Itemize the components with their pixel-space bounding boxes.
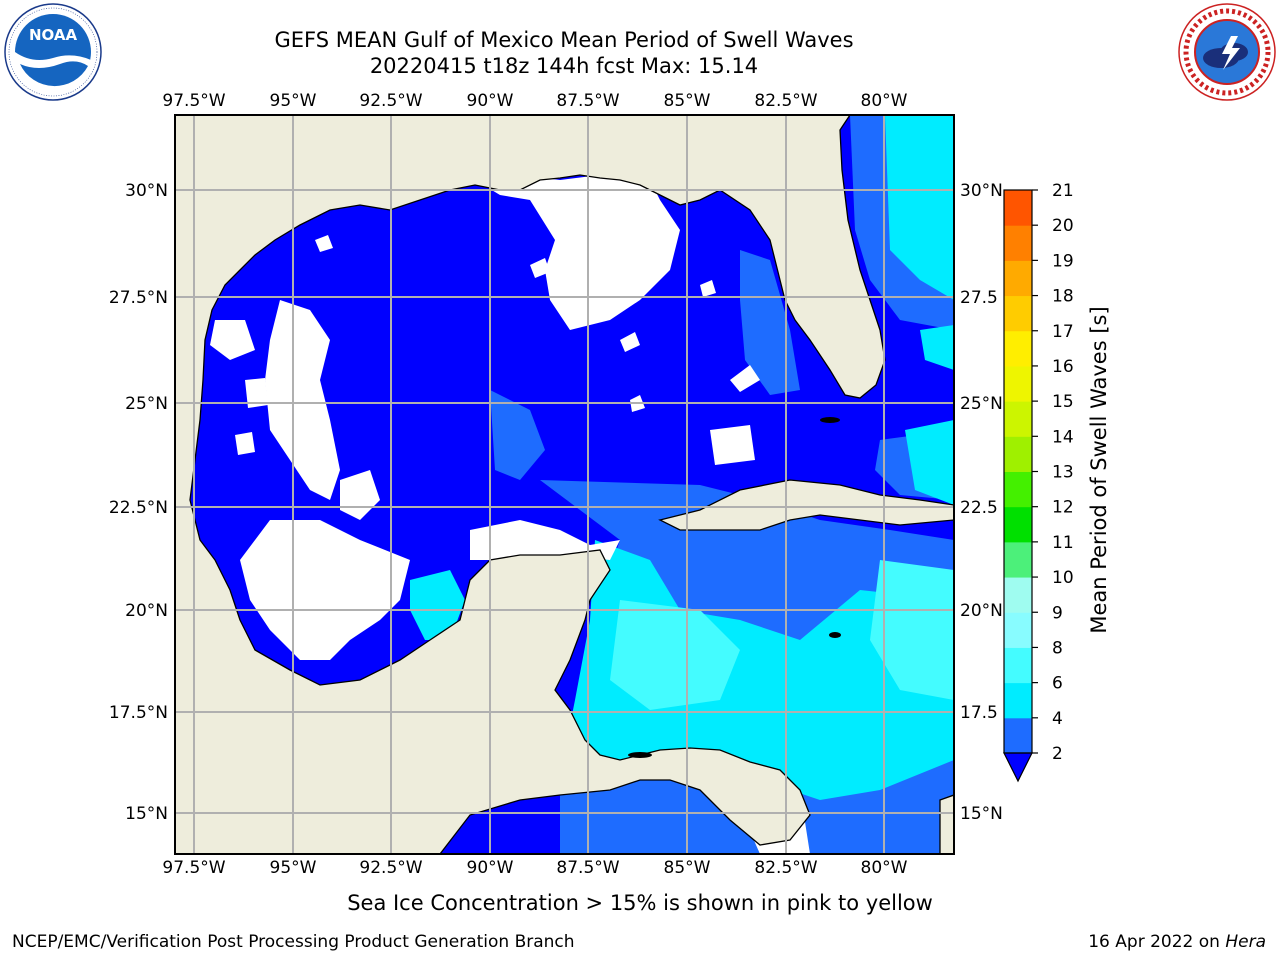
colorbar-tick-label: 8 [1052, 638, 1063, 658]
colorbar-tick-label: 10 [1052, 568, 1074, 588]
colorbar-segment [1004, 401, 1032, 437]
map-area [175, 115, 954, 854]
lat-tick-right: 25°N [960, 394, 1003, 414]
lon-tick-top: 85°W [664, 91, 711, 111]
colorbar-tick-label: 16 [1052, 357, 1074, 377]
colorbar-tick-label: 2 [1052, 744, 1063, 764]
colorbar-tick-label: 21 [1052, 181, 1074, 201]
lon-ticks-top: 97.5°W 95°W 92.5°W 90°W 87.5°W 85°W 82.5… [162, 91, 907, 111]
map-frame [174, 114, 955, 855]
footer-credit: NCEP/EMC/Verification Post Processing Pr… [12, 932, 575, 952]
lat-tick-right: 15°N [960, 804, 1003, 824]
colorbar-segment [1004, 295, 1032, 332]
colorbar-tick-label: 20 [1052, 216, 1074, 236]
colorbar-segment [1004, 647, 1032, 684]
no-data-patches [210, 175, 810, 854]
chart-title: GEFS MEAN Gulf of Mexico Mean Period of … [274, 28, 854, 52]
lon-tick-bottom: 82.5°W [754, 858, 817, 878]
lon-tick-bottom: 97.5°W [162, 858, 225, 878]
colorbar-tick-label: 4 [1052, 709, 1063, 729]
lat-tick-left: 25°N [125, 394, 168, 414]
noaa-logo-text: NOAA [29, 26, 78, 44]
lon-tick-bottom: 92.5°W [359, 858, 422, 878]
colorbar-tick-label: 15 [1052, 392, 1074, 412]
chart-subtitle: 20220415 t18z 144h fcst Max: 15.14 [369, 54, 759, 78]
lon-ticks-bottom: 97.5°W 95°W 92.5°W 90°W 87.5°W 85°W 82.5… [162, 858, 907, 878]
colorbar-segment [1004, 506, 1032, 543]
islands [628, 417, 841, 758]
lat-tick-left: 27.5°N [109, 288, 168, 308]
lon-tick-bottom: 90°W [467, 858, 514, 878]
colorbar-segment [1004, 682, 1032, 719]
colorbar-tick-label: 14 [1052, 427, 1074, 447]
graticule [175, 115, 954, 854]
lat-tick-right: 22.5 [960, 498, 998, 518]
nws-logo [1178, 3, 1276, 101]
colorbar-segment [1004, 612, 1032, 648]
lon-tick-bottom: 87.5°W [556, 858, 619, 878]
lon-tick-top: 80°W [861, 91, 908, 111]
footer-machine: Hera [1225, 932, 1266, 952]
lon-tick-bottom: 85°W [664, 858, 711, 878]
lon-tick-top: 82.5°W [754, 91, 817, 111]
lon-tick-bottom: 95°W [270, 858, 317, 878]
lon-tick-bottom: 80°W [861, 858, 908, 878]
lat-tick-left: 22.5°N [109, 498, 168, 518]
lat-tick-right: 17.5 [960, 703, 998, 723]
swell-contour-6-8 [870, 560, 954, 700]
colorbar-segment [1004, 190, 1032, 226]
land-masses [175, 115, 954, 854]
colorbar-label: Mean Period of Swell Waves [s] [1087, 306, 1111, 633]
colorbar-tick-label: 19 [1052, 251, 1074, 271]
colorbar-tick-label: 6 [1052, 674, 1063, 694]
lon-tick-top: 97.5°W [162, 91, 225, 111]
footer-date: 16 Apr 2022 on Hera [1088, 932, 1266, 952]
colorbar-segment [1004, 436, 1032, 472]
lat-ticks-left: 30°N 27.5°N 25°N 22.5°N 20°N 17.5°N 15°N [109, 181, 168, 824]
lat-tick-right: 20°N [960, 601, 1003, 621]
colorbar-tick-label: 9 [1052, 603, 1063, 623]
colorbar-segment [1004, 225, 1032, 261]
lon-tick-top: 87.5°W [556, 91, 619, 111]
colorbar: 2 4 6 8 9 10 11 12 13 14 15 16 17 18 19 20 21 [1003, 181, 1074, 783]
footer-date-text: 16 Apr 2022 on [1088, 932, 1226, 952]
lat-tick-right: 30°N [960, 181, 1003, 201]
colorbar-segment [1004, 260, 1032, 297]
colorbar-segment [1004, 577, 1032, 613]
sea-ice-note: Sea Ice Concentration > 15% is shown in … [347, 891, 933, 915]
colorbar-segment [1004, 471, 1032, 508]
colorbar-segment [1004, 541, 1032, 578]
colorbar-segment [1004, 717, 1032, 754]
lat-tick-left: 17.5°N [109, 703, 168, 723]
noaa-logo: NOAA [4, 3, 102, 101]
colorbar-segment [1004, 365, 1032, 402]
colorbar-extend-low [1003, 752, 1033, 783]
colorbar-tick-label: 12 [1052, 498, 1074, 518]
lat-tick-left: 20°N [125, 601, 168, 621]
colorbar-tick-label: 18 [1052, 287, 1074, 307]
lon-tick-top: 95°W [270, 91, 317, 111]
lat-ticks-right: 30°N 27.5 25°N 22.5 20°N 17.5 15°N [960, 181, 1003, 824]
colorbar-tick-label: 17 [1052, 322, 1074, 342]
lon-tick-top: 92.5°W [359, 91, 422, 111]
lat-tick-left: 15°N [125, 804, 168, 824]
colorbar-tick-label: 11 [1052, 533, 1074, 553]
lat-tick-right: 27.5 [960, 288, 998, 308]
colorbar-tick-label: 13 [1052, 463, 1074, 483]
colorbar-segment [1004, 330, 1032, 367]
lon-tick-top: 90°W [467, 91, 514, 111]
lat-tick-left: 30°N [125, 181, 168, 201]
